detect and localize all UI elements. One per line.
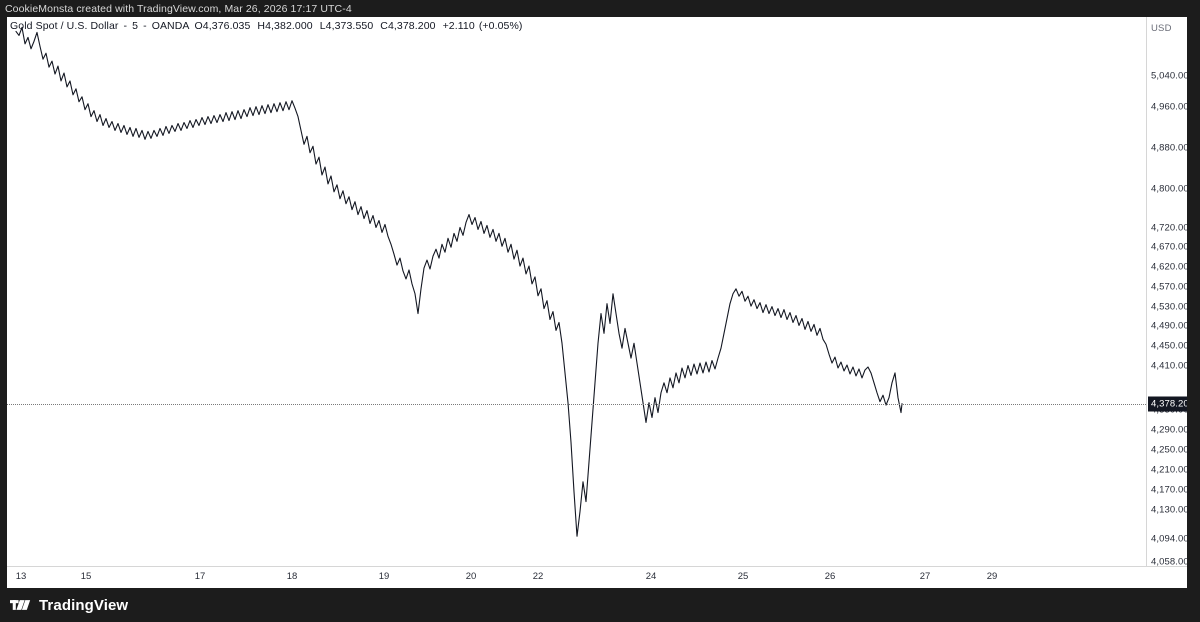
time-tick: 17 [194,571,206,582]
price-tick: 4,210.000 [1151,464,1187,476]
price-pane[interactable]: Gold Spot / U.S. Dollar - 5 - OANDA O4,3… [7,17,1146,566]
price-tick: 4,058.000 [1151,556,1187,568]
brand-bar: TradingView [0,588,1200,622]
time-tick: 22 [532,571,544,582]
tradingview-logo-icon [10,600,31,610]
time-tick: 15 [80,571,92,582]
time-tick: 19 [378,571,390,582]
time-tick: 18 [286,571,298,582]
attribution-bar: CookieMonsta created with TradingView.co… [0,0,1200,17]
price-line [15,26,903,537]
price-tick: 4,670.000 [1151,241,1187,253]
time-tick: 13 [15,571,27,582]
price-tick: 4,290.000 [1151,424,1187,436]
time-tick: 24 [645,571,657,582]
price-tick: 4,170.000 [1151,484,1187,496]
price-tick: 4,960.000 [1151,101,1187,113]
attribution-text: CookieMonsta created with TradingView.co… [5,2,352,15]
price-axis[interactable]: USD 5,040.000 4,960.000 4,880.000 4,800.000… [1146,17,1187,568]
price-tick: 4,620.000 [1151,261,1187,273]
price-tick: 4,130.000 [1151,504,1187,516]
time-tick: 26 [824,571,836,582]
last-price-line [7,403,1146,405]
price-tick: 4,410.000 [1151,360,1187,372]
price-tick: 4,720.000 [1151,222,1187,234]
time-tick: 29 [986,571,998,582]
price-tick: 4,094.000 [1151,533,1187,545]
price-series-svg [15,26,903,537]
price-tick: 4,800.000 [1151,183,1187,195]
chart-frame: Gold Spot / U.S. Dollar - 5 - OANDA O4,3… [7,17,1187,588]
price-tick: 4,490.000 [1151,320,1187,332]
last-price-badge: 4,378.200 [1148,396,1187,412]
brand-name: TradingView [39,596,129,614]
price-tick: 4,570.000 [1151,281,1187,293]
time-tick: 27 [919,571,931,582]
time-tick: 20 [465,571,477,582]
price-tick: 4,880.000 [1151,142,1187,154]
price-tick: 5,040.000 [1151,70,1187,82]
price-tick: 4,530.000 [1151,301,1187,313]
price-axis-currency: USD [1151,23,1172,34]
price-tick: 4,250.000 [1151,444,1187,456]
time-tick: 25 [737,571,749,582]
price-tick: 4,450.000 [1151,340,1187,352]
time-axis[interactable]: 13 15 17 18 19 20 22 24 25 26 27 29 [7,566,1187,588]
